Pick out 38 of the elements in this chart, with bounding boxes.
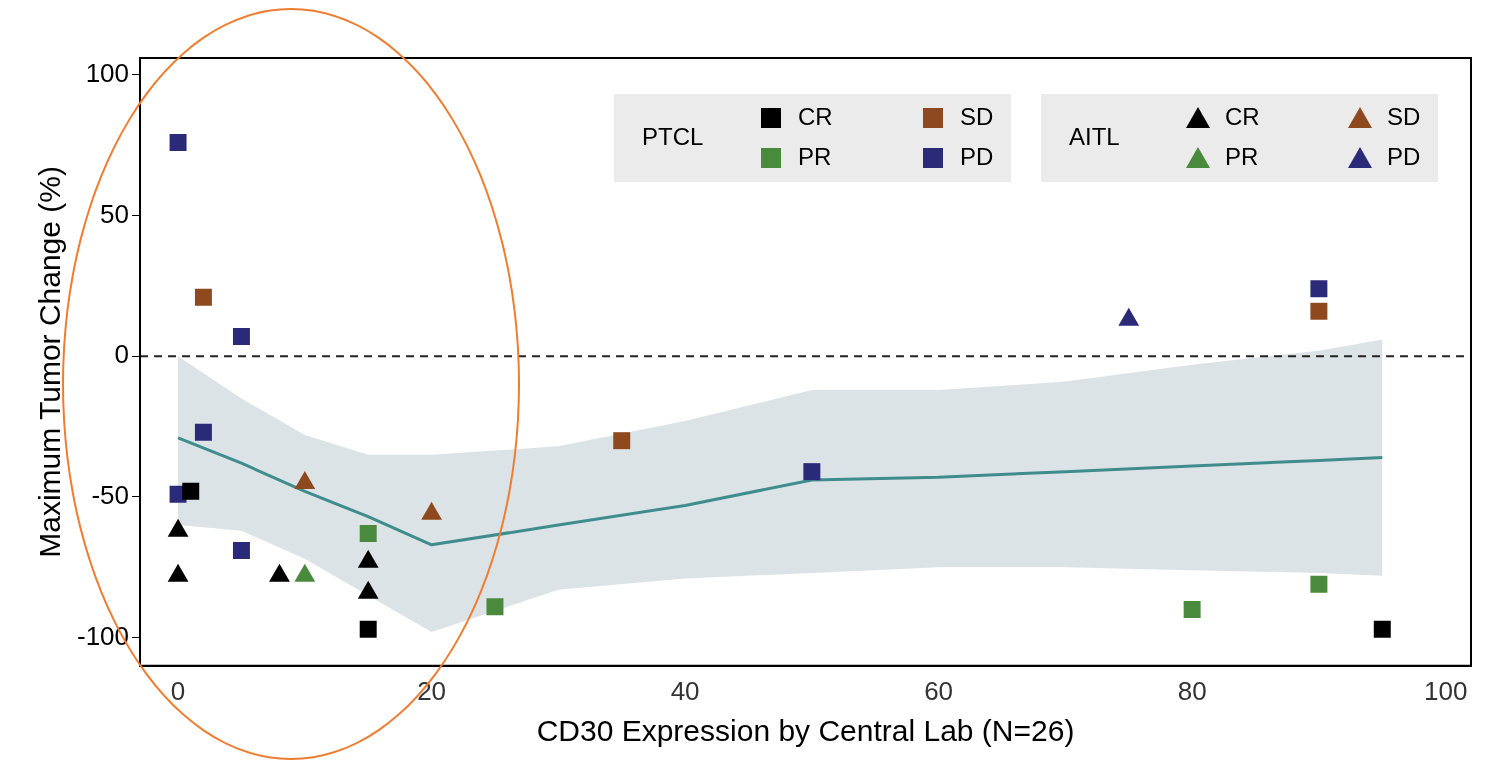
legend-label: PR [1225,142,1259,170]
legend-label: CR [1225,102,1260,130]
y-tick-label: 100 [85,58,130,89]
point [1310,302,1328,320]
x-tick-label: 20 [417,675,447,706]
point [486,598,504,616]
point [232,328,250,346]
y-tick-label: 50 [100,198,130,229]
point [613,432,631,450]
y-axis-title: Maximum Tumor Change (%) [33,166,67,558]
x-tick-label: 80 [1177,675,1207,706]
y-tick-label: -50 [91,480,130,511]
x-tick-label: 0 [170,675,186,706]
legend-label: PD [1387,142,1421,170]
x-tick-label: 40 [670,675,700,706]
point [1310,575,1328,593]
point [194,288,212,306]
point [1373,620,1391,638]
legend-label: SD [1387,102,1421,130]
point [1183,601,1201,619]
point [169,133,187,151]
point [1310,280,1328,298]
text: AITL [1069,122,1120,150]
legend-label: PR [798,142,832,170]
x-axis-title: CD30 Expression by Central Lab (N=26) [536,714,1075,748]
text: PTCL [642,122,704,150]
point [194,423,212,441]
legend-label: SD [960,102,994,130]
y-tick-label: 0 [114,339,130,370]
point [359,525,377,543]
point [232,541,250,559]
x-tick-label: 100 [1423,675,1468,706]
point [359,620,377,638]
point [803,463,821,481]
legend-label: PD [960,142,994,170]
x-tick-label: 60 [924,675,954,706]
legend-label: CR [798,102,833,130]
point [182,482,200,500]
